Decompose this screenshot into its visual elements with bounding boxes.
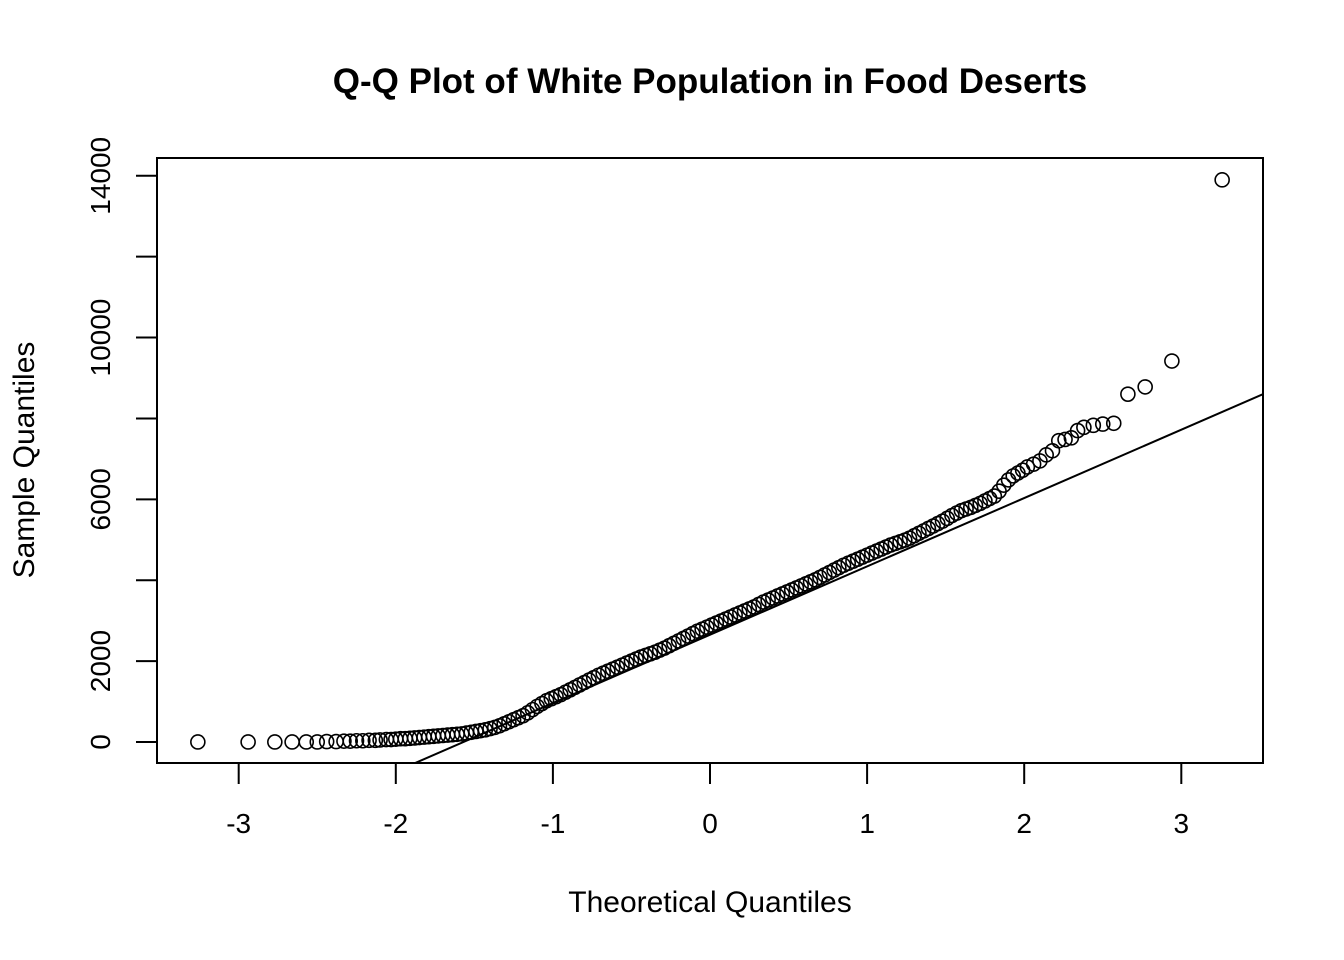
x-tick-label: 3 <box>1174 808 1190 839</box>
qq-point <box>361 732 377 749</box>
qq-point <box>1164 353 1180 369</box>
x-tick-label: -2 <box>383 808 408 839</box>
qq-point <box>284 734 300 750</box>
y-tick-label: 0 <box>85 734 116 750</box>
x-axis-label: Theoretical Quantiles <box>568 886 851 919</box>
qq-point <box>298 734 315 750</box>
qq-point <box>190 734 206 750</box>
plot-frame <box>156 157 1264 764</box>
qq-point <box>309 734 326 750</box>
qq-point <box>1094 416 1111 432</box>
qq-point <box>1214 172 1230 188</box>
qq-point <box>348 732 365 749</box>
y-tick-label: 2000 <box>85 630 116 692</box>
qq-point <box>1057 431 1073 448</box>
qq-point <box>342 733 359 749</box>
qq-point <box>986 488 1003 504</box>
x-tick-label: 2 <box>1016 808 1032 839</box>
y-tick-label: 14000 <box>85 137 116 215</box>
x-axis: -3 -2 -1 0 1 2 3 <box>226 762 1190 839</box>
x-tick-label: -3 <box>226 808 251 839</box>
qq-point <box>328 733 344 750</box>
qq-point <box>336 733 352 749</box>
qq-point <box>1120 386 1136 402</box>
qq-point <box>367 732 384 749</box>
qq-point <box>267 734 283 750</box>
qq-point <box>1076 419 1092 436</box>
y-tick-label: 10000 <box>85 299 116 377</box>
qq-point <box>318 733 335 750</box>
qq-point <box>355 732 371 749</box>
qq-point <box>372 732 388 748</box>
qq-point <box>1137 379 1153 395</box>
x-tick-label: -1 <box>540 808 565 839</box>
qq-point <box>1105 415 1122 432</box>
data-points <box>190 172 1230 750</box>
qq-point <box>240 734 256 750</box>
qq-point <box>995 477 1012 493</box>
qq-point <box>1085 417 1102 434</box>
y-axis-label: Sample Quantiles <box>8 342 41 579</box>
chart-title: Q-Q Plot of White Population in Food Des… <box>333 62 1087 101</box>
x-tick-label: 0 <box>702 808 718 839</box>
x-tick-label: 1 <box>859 808 875 839</box>
y-tick-label: 6000 <box>85 468 116 530</box>
y-axis: 0 2000 6000 10000 14000 <box>85 137 158 750</box>
